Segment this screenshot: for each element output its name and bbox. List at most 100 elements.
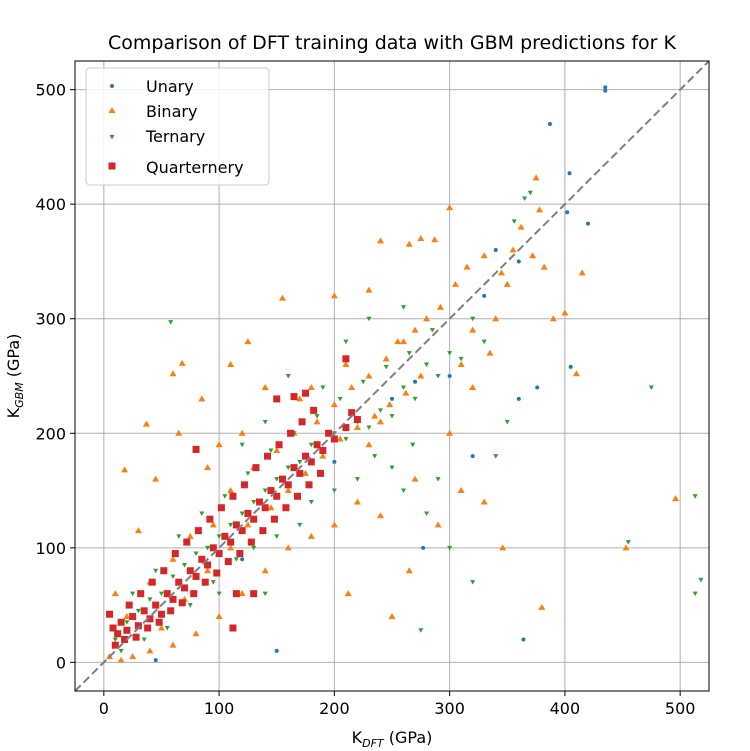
point-quarternery (186, 567, 194, 575)
point-ternary (233, 557, 239, 562)
point-binary (330, 292, 338, 299)
point-binary (278, 294, 286, 301)
point-unary (547, 122, 552, 126)
point-unary (332, 459, 337, 464)
point-binary (540, 263, 548, 270)
point-binary (549, 315, 557, 322)
point-unary (447, 374, 452, 378)
point-binary (215, 441, 223, 448)
point-ternary (412, 396, 418, 402)
point-binary (142, 420, 150, 427)
point-binary (434, 521, 442, 528)
point-binary (451, 280, 459, 287)
point-binary (411, 326, 419, 333)
point-ternary (470, 316, 476, 322)
point-binary (672, 495, 680, 502)
point-ternary (366, 316, 372, 322)
point-binary (480, 252, 488, 259)
point-quarternery (232, 521, 240, 529)
point-quarternery (146, 615, 154, 623)
point-quarternery (227, 538, 235, 546)
x-tick-label: 200 (319, 699, 350, 718)
point-binary (353, 498, 361, 505)
point-binary (146, 647, 154, 654)
point-ternary (251, 500, 257, 505)
point-quarternery (275, 441, 283, 449)
point-binary (622, 544, 630, 551)
point-quarternery (232, 590, 240, 598)
point-quarternery (259, 527, 267, 535)
point-binary (204, 567, 212, 574)
point-quarternery (236, 550, 244, 558)
point-quarternery (111, 641, 119, 649)
point-ternary (331, 488, 337, 494)
point-ternary (228, 522, 234, 528)
point-binary (121, 466, 129, 473)
point-ternary (401, 305, 407, 310)
point-ternary (470, 580, 476, 585)
point-quarternery (175, 578, 183, 586)
point-ternary (239, 511, 245, 516)
point-ternary (210, 580, 216, 585)
point-quarternery (198, 555, 206, 563)
point-quarternery (229, 492, 237, 500)
point-ternary (389, 414, 395, 419)
point-quarternery (255, 498, 263, 506)
point-unary (413, 379, 418, 384)
point-binary (330, 521, 338, 528)
point-binary (353, 424, 361, 431)
point-ternary (360, 379, 366, 385)
point-quarternery (125, 601, 133, 609)
point-unary (421, 545, 426, 550)
point-quarternery (319, 446, 327, 454)
point-ternary (522, 196, 528, 201)
point-ternary (435, 477, 441, 482)
point-ternary (168, 320, 174, 325)
series-binary (106, 174, 680, 663)
point-quarternery (298, 418, 306, 426)
point-binary (244, 338, 252, 345)
point-quarternery (282, 504, 290, 512)
point-quarternery (121, 635, 129, 643)
legend-box (85, 67, 270, 186)
point-ternary (147, 597, 153, 602)
point-ternary (268, 448, 274, 453)
point-ternary (625, 540, 631, 545)
point-ternary (285, 465, 291, 471)
point-ternary (435, 374, 441, 379)
point-binary (498, 269, 506, 276)
point-ternary (297, 459, 303, 465)
point-binary (417, 372, 425, 379)
point-quarternery (325, 429, 333, 437)
point-quarternery (183, 538, 191, 546)
point-quarternery (217, 504, 225, 512)
point-ternary (692, 494, 698, 499)
point-quarternery (261, 504, 269, 512)
legend: Unary Binary Ternary Quarternery (85, 67, 270, 186)
y-tick-label: 0 (56, 653, 66, 672)
point-ternary (493, 454, 499, 459)
point-binary (532, 174, 540, 181)
point-quarternery (137, 590, 145, 598)
point-binary (284, 544, 292, 551)
x-tick-label: 300 (434, 699, 465, 718)
point-binary (536, 206, 544, 213)
point-quarternery (307, 458, 315, 466)
point-binary (365, 441, 373, 448)
point-binary (330, 401, 338, 408)
x-tick-label: 100 (204, 699, 235, 718)
point-binary (244, 521, 252, 528)
point-binary (227, 361, 235, 368)
y-tick-label: 100 (35, 539, 66, 558)
point-ternary (130, 591, 136, 597)
point-binary (405, 567, 413, 574)
point-quarternery (342, 424, 350, 432)
series-ternary (112, 190, 704, 654)
point-quarternery (163, 590, 171, 598)
point-quarternery (290, 393, 298, 401)
point-binary (376, 237, 384, 244)
point-quarternery (155, 618, 163, 626)
point-binary (431, 236, 439, 243)
point-quarternery (178, 599, 186, 607)
point-quarternery (213, 569, 221, 577)
